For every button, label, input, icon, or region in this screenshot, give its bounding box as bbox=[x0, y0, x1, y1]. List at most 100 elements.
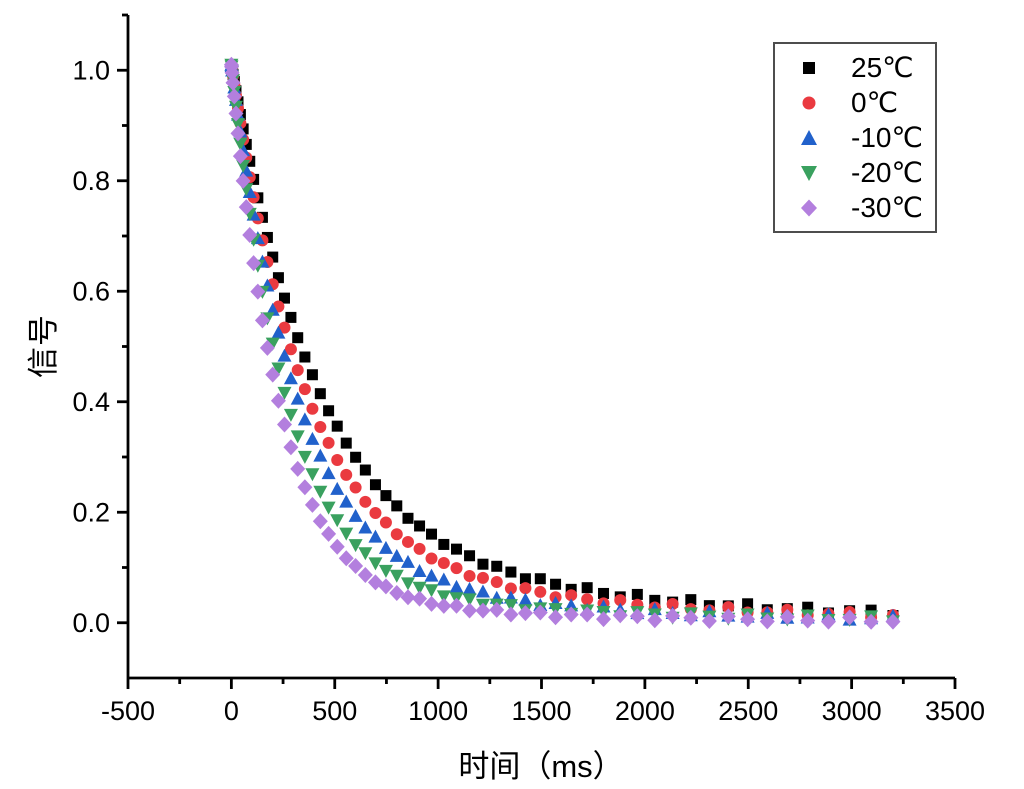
data-point-diamond bbox=[304, 496, 320, 513]
data-point-diamond bbox=[563, 606, 579, 623]
data-point-diamond bbox=[357, 567, 373, 584]
data-point-diamond bbox=[740, 611, 756, 628]
data-point-diamond bbox=[532, 604, 548, 621]
data-point-triangle-down bbox=[230, 118, 245, 132]
data-point-square bbox=[237, 123, 249, 135]
data-point-square bbox=[534, 573, 546, 585]
legend-item--20℃: -20℃ bbox=[775, 158, 935, 187]
data-point-circle bbox=[359, 495, 372, 508]
data-point-square bbox=[451, 543, 463, 555]
data-point-diamond bbox=[230, 125, 246, 142]
data-point-diamond bbox=[283, 439, 299, 456]
legend-box: 25℃ 0℃ -10℃ -20℃ -30℃ bbox=[773, 42, 937, 233]
data-point-square bbox=[350, 451, 362, 463]
data-point-circle bbox=[614, 594, 627, 607]
data-point-diamond bbox=[270, 392, 286, 409]
data-point-circle bbox=[534, 585, 547, 598]
data-point-diamond bbox=[312, 513, 328, 530]
data-point-square bbox=[438, 538, 450, 550]
data-point-square bbox=[649, 594, 661, 606]
x-tick-label: 2000 bbox=[615, 696, 675, 726]
y-axis-title: 信号 bbox=[26, 314, 61, 378]
data-point-diamond bbox=[548, 609, 564, 626]
data-point-diamond bbox=[475, 602, 491, 619]
data-point-triangle-down bbox=[368, 557, 383, 571]
circle-icon bbox=[802, 96, 816, 109]
data-point-triangle-down bbox=[277, 386, 292, 400]
data-point-diamond bbox=[254, 312, 270, 329]
legend-item--10℃: -10℃ bbox=[775, 123, 935, 152]
data-point-diamond bbox=[378, 578, 394, 595]
data-point-circle bbox=[450, 562, 463, 575]
data-point-circle bbox=[322, 436, 335, 449]
data-point-circle bbox=[722, 601, 735, 614]
data-point-triangle-up bbox=[436, 572, 451, 586]
data-point-triangle-up bbox=[412, 563, 427, 577]
data-point-diamond bbox=[225, 74, 241, 91]
data-point-circle bbox=[298, 383, 311, 396]
data-point-square bbox=[519, 573, 531, 585]
data-point-triangle-up bbox=[305, 431, 320, 445]
data-point-triangle-down bbox=[233, 137, 248, 151]
data-point-circle bbox=[278, 321, 291, 334]
data-point-square bbox=[631, 588, 643, 600]
data-point-square bbox=[477, 558, 489, 570]
data-point-square bbox=[491, 560, 503, 572]
data-point-diamond bbox=[235, 172, 251, 189]
data-point-diamond bbox=[629, 608, 645, 625]
data-point-triangle-up bbox=[339, 494, 354, 508]
data-point-circle bbox=[490, 575, 503, 588]
data-point-diamond bbox=[329, 538, 345, 555]
data-point-triangle-up bbox=[400, 554, 415, 568]
data-point-square bbox=[598, 587, 610, 599]
x-tick-label: 1000 bbox=[408, 696, 468, 726]
data-point-triangle-down bbox=[424, 584, 439, 598]
data-point-diamond bbox=[612, 607, 628, 624]
data-point-diamond bbox=[228, 105, 244, 122]
data-point-diamond bbox=[800, 612, 816, 629]
data-point-triangle-down bbox=[265, 337, 280, 351]
series--30℃ bbox=[223, 56, 901, 630]
data-point-square bbox=[464, 550, 476, 562]
data-point-diamond bbox=[665, 607, 681, 624]
data-point-triangle-up bbox=[449, 579, 464, 593]
data-point-diamond bbox=[250, 283, 266, 300]
data-point-diamond bbox=[412, 590, 428, 607]
x-axis-title: 时间（ms） bbox=[458, 749, 624, 784]
x-tick-label: 500 bbox=[312, 696, 357, 726]
triangle-up-icon bbox=[801, 129, 817, 145]
data-point-triangle-up bbox=[330, 481, 345, 495]
data-point-square bbox=[359, 464, 371, 476]
data-point-diamond bbox=[863, 613, 879, 630]
legend-label: 0℃ bbox=[851, 86, 899, 118]
data-point-diamond bbox=[720, 608, 736, 625]
data-point-diamond bbox=[297, 479, 313, 496]
data-point-diamond bbox=[232, 148, 248, 165]
data-point-square bbox=[292, 332, 304, 344]
data-point-circle bbox=[284, 343, 297, 356]
data-point-triangle-up bbox=[358, 520, 373, 534]
x-tick-label: 1500 bbox=[511, 696, 571, 726]
data-point-diamond bbox=[489, 601, 505, 618]
data-point-diamond bbox=[647, 612, 663, 629]
data-point-square bbox=[391, 500, 403, 512]
data-point-triangle-down bbox=[400, 577, 415, 591]
data-point-square bbox=[505, 566, 517, 578]
data-point-square bbox=[426, 528, 438, 540]
legend-item--30℃: -30℃ bbox=[775, 193, 935, 222]
data-point-diamond bbox=[224, 64, 240, 81]
data-point-circle bbox=[331, 454, 344, 467]
data-point-square bbox=[285, 311, 297, 323]
data-point-circle bbox=[581, 593, 594, 606]
data-point-circle bbox=[666, 598, 679, 611]
data-point-diamond bbox=[424, 595, 440, 612]
data-point-circle bbox=[379, 516, 392, 529]
data-point-diamond bbox=[779, 608, 795, 625]
data-point-square bbox=[369, 479, 381, 491]
data-point-triangle-down bbox=[436, 590, 451, 604]
data-point-circle bbox=[463, 570, 476, 583]
data-point-square bbox=[685, 594, 697, 606]
data-point-circle bbox=[306, 402, 319, 415]
y-tick-label: 0.8 bbox=[72, 166, 110, 196]
